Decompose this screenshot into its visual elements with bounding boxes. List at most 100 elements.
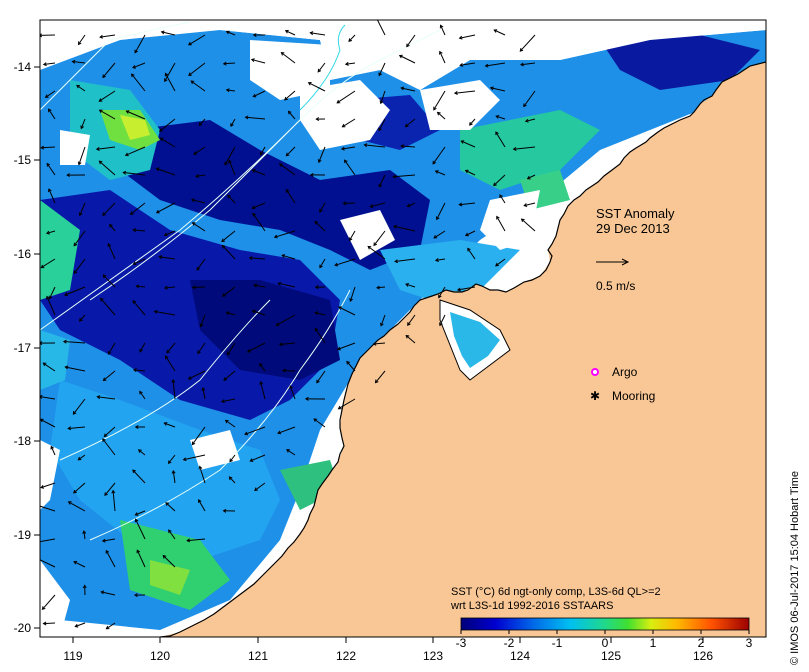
current-arrow <box>73 398 86 415</box>
current-arrowhead <box>523 203 528 207</box>
current-arrowhead <box>289 385 293 390</box>
x-tick-label: 120 <box>150 649 170 663</box>
current-arrowhead <box>317 68 322 73</box>
current-arrow <box>107 243 116 260</box>
current-arrow <box>520 62 536 66</box>
current-arrow <box>407 314 416 326</box>
current-arrow <box>103 426 116 437</box>
current-arrowhead <box>73 489 77 494</box>
current-arrowhead <box>67 426 72 431</box>
current-arrow <box>73 561 86 568</box>
x-tick-label: 122 <box>336 649 356 663</box>
current-arrow <box>393 225 416 232</box>
current-arrowhead <box>496 215 500 220</box>
current-arrow <box>99 90 116 102</box>
current-arrow <box>253 90 266 98</box>
current-arrow <box>73 230 86 246</box>
current-arrow <box>378 174 386 188</box>
current-arrowhead <box>227 194 231 199</box>
current-arrowhead <box>95 147 100 151</box>
current-arrowhead <box>309 172 314 177</box>
current-arrow <box>40 418 56 428</box>
current-arrow <box>102 274 116 288</box>
current-arrow <box>375 370 386 383</box>
current-arrow <box>319 202 326 213</box>
current-arrow <box>99 109 116 120</box>
current-arrow <box>221 398 236 403</box>
current-arrowhead <box>134 49 138 54</box>
current-arrowhead <box>109 223 113 228</box>
current-arrow <box>105 550 116 568</box>
current-arrowhead <box>105 625 110 630</box>
current-arrowhead <box>171 469 176 474</box>
current-arrowhead <box>523 103 527 108</box>
current-arrowhead <box>225 88 230 93</box>
current-arrow <box>496 216 506 232</box>
current-arrow <box>131 73 146 92</box>
current-arrowhead <box>224 419 229 424</box>
current-arrow <box>79 314 86 322</box>
current-arrowhead <box>304 396 309 401</box>
current-arrow <box>46 163 56 176</box>
current-arrowhead <box>277 430 282 435</box>
current-arrow <box>102 202 116 216</box>
current-arrowhead <box>467 247 471 252</box>
current-arrowhead <box>132 228 137 233</box>
current-arrow <box>109 224 116 232</box>
current-arrowhead <box>493 182 497 187</box>
current-arrow <box>202 387 206 400</box>
current-arrowhead <box>280 52 285 56</box>
current-arrow <box>439 51 446 64</box>
current-arrowhead <box>74 623 79 628</box>
current-arrow <box>469 118 476 126</box>
plot-frame <box>39 19 767 638</box>
argo-marker-icon <box>591 368 599 376</box>
current-arrowhead <box>373 242 377 247</box>
current-arrow <box>193 146 206 155</box>
current-arrowhead <box>434 170 439 174</box>
current-arrow <box>156 202 176 214</box>
current-arrow <box>513 146 536 150</box>
current-arrowhead <box>458 202 463 207</box>
current-arrow <box>49 286 56 299</box>
current-arrowhead <box>254 487 258 491</box>
current-arrow <box>485 62 506 67</box>
current-arrow <box>198 118 206 126</box>
current-arrowhead <box>252 33 257 38</box>
x-tick-label: 121 <box>248 649 268 663</box>
current-arrowhead <box>191 441 196 446</box>
current-arrowhead <box>252 212 256 217</box>
current-arrow <box>338 306 356 316</box>
current-arrow <box>314 328 326 344</box>
current-arrowhead <box>71 59 76 64</box>
current-arrow <box>401 87 416 92</box>
x-tick-label: 124 <box>510 649 530 663</box>
current-arrowhead <box>40 33 43 38</box>
x-tick-label: 123 <box>423 649 443 663</box>
current-arrow <box>191 199 206 204</box>
current-arrowhead <box>98 160 103 165</box>
current-arrow <box>156 168 176 176</box>
current-arrowhead <box>48 188 52 193</box>
current-arrowhead <box>105 549 110 554</box>
current-arrowhead <box>40 264 45 269</box>
current-arrowhead <box>64 365 69 370</box>
current-arrow <box>162 555 176 568</box>
current-arrowhead <box>394 259 399 264</box>
vector-scale: 0.5 m/s <box>596 258 635 293</box>
current-arrow <box>378 62 386 76</box>
current-arrow <box>250 454 266 462</box>
current-arrow <box>252 202 266 209</box>
current-arrowhead <box>433 234 438 239</box>
current-arrow <box>285 189 296 204</box>
current-arrowhead <box>77 41 82 46</box>
current-arrow <box>133 229 146 232</box>
current-arrowhead <box>73 560 78 565</box>
current-arrowhead <box>316 379 320 384</box>
current-arrowhead <box>259 363 263 367</box>
current-arrow <box>279 163 296 176</box>
current-arrowhead <box>434 258 439 262</box>
current-arrowhead <box>278 342 283 347</box>
shelf-contour <box>299 24 346 111</box>
current-arrowhead <box>163 285 168 290</box>
